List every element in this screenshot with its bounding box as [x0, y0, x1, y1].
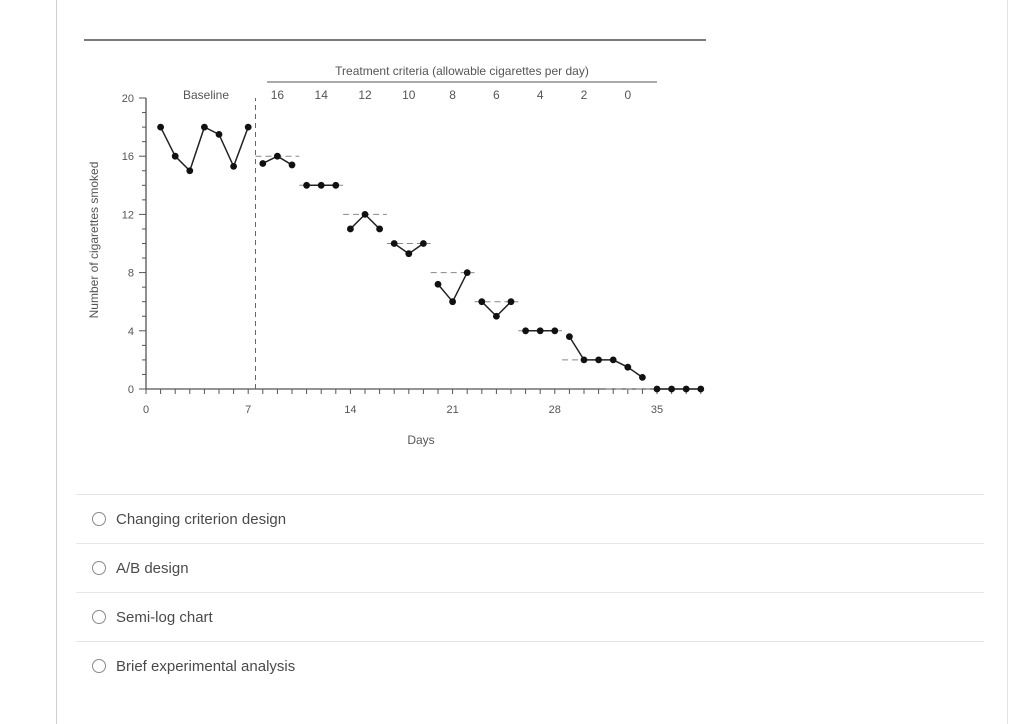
chart-ylabel: Number of cigarettes smoked	[87, 162, 101, 319]
data-point	[507, 298, 515, 306]
data-point	[244, 123, 252, 131]
option-label: Semi-log chart	[116, 608, 213, 626]
criterion-label: 16	[271, 88, 285, 102]
y-tick-label: 8	[128, 268, 134, 280]
data-point	[420, 240, 427, 247]
y-tick-label: 16	[122, 151, 134, 163]
content-right-border	[1007, 0, 1008, 724]
radio-button[interactable]	[92, 512, 106, 526]
criterion-label: 0	[624, 88, 631, 102]
data-point	[259, 160, 267, 167]
answer-options: Changing criterion design A/B design Sem…	[76, 494, 984, 690]
x-tick-label: 0	[143, 404, 149, 416]
data-point	[493, 312, 500, 320]
data-point	[201, 123, 208, 131]
x-tick-label: 14	[344, 404, 356, 416]
option-label: A/B design	[116, 559, 189, 577]
criterion-label: 14	[315, 88, 329, 102]
criterion-label: 12	[358, 88, 372, 102]
series-line	[437, 272, 468, 304]
option-label: Changing criterion design	[116, 510, 287, 528]
criterion-label: 4	[537, 88, 544, 102]
criterion-label: 8	[449, 88, 456, 102]
data-point	[347, 225, 354, 233]
radio-button[interactable]	[92, 610, 106, 624]
y-tick-label: 20	[122, 93, 134, 105]
data-point	[332, 181, 340, 189]
data-point	[595, 356, 602, 364]
data-point	[580, 356, 588, 364]
data-point	[478, 298, 486, 306]
baseline-label: Baseline	[183, 88, 229, 102]
data-point	[390, 240, 398, 247]
criterion-label: 2	[581, 88, 588, 102]
data-point	[376, 225, 383, 233]
criterion-label: 10	[402, 88, 416, 102]
y-tick-label: 12	[122, 209, 134, 221]
data-point	[405, 250, 413, 258]
data-point	[639, 373, 646, 381]
data-point	[274, 152, 281, 160]
x-tick-label: 35	[651, 404, 663, 416]
option-semi-log-chart[interactable]: Semi-log chart	[76, 592, 984, 641]
data-point	[624, 363, 632, 371]
option-label: Brief experimental analysis	[116, 657, 296, 675]
data-point	[682, 385, 690, 393]
data-point	[668, 385, 675, 393]
data-point	[361, 211, 369, 218]
data-point	[157, 123, 164, 131]
criterion-label: 6	[493, 88, 500, 102]
option-changing-criterion-design[interactable]: Changing criterion design	[76, 494, 984, 543]
data-point	[566, 333, 573, 341]
data-point	[449, 298, 456, 306]
series-line	[568, 336, 643, 378]
data-point	[551, 327, 559, 335]
chart-xlabel: Days	[407, 433, 434, 447]
data-point	[230, 162, 238, 170]
data-point	[522, 327, 529, 335]
data-point	[186, 167, 194, 175]
data-point	[463, 269, 471, 276]
treatment-criteria-label: Treatment criteria (allowable cigarettes…	[335, 64, 589, 78]
data-point	[536, 327, 544, 335]
content-left-border	[56, 0, 57, 724]
data-point	[609, 356, 617, 364]
data-point	[697, 385, 705, 393]
data-point	[653, 385, 661, 393]
x-tick-label: 28	[549, 404, 561, 416]
data-point	[171, 152, 179, 160]
y-tick-label: 4	[128, 326, 134, 338]
data-point	[434, 280, 442, 288]
option-brief-experimental-analysis[interactable]: Brief experimental analysis	[76, 641, 984, 690]
data-point	[317, 181, 325, 189]
data-point	[303, 181, 310, 189]
question-figure: Number of cigarettes smoked Days Baselin…	[60, 20, 760, 480]
x-tick-label: 7	[245, 404, 251, 416]
changing-criterion-chart: Number of cigarettes smoked Days Baselin…	[84, 39, 706, 447]
y-tick-label: 0	[128, 384, 134, 396]
x-tick-label: 21	[446, 404, 458, 416]
data-point	[215, 130, 223, 138]
option-ab-design[interactable]: A/B design	[76, 543, 984, 592]
radio-button[interactable]	[92, 659, 106, 673]
radio-button[interactable]	[92, 561, 106, 575]
data-point	[288, 161, 296, 169]
